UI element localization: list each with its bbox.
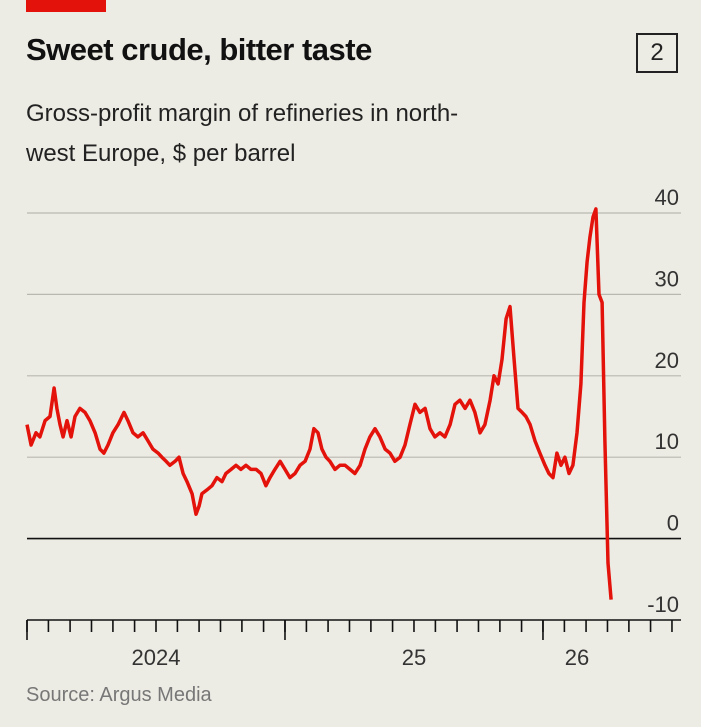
x-tick-label: 25 <box>402 645 426 670</box>
y-tick-label: 30 <box>655 266 679 291</box>
source-note: Source: Argus Media <box>26 684 212 706</box>
y-tick-label: -10 <box>647 592 679 617</box>
x-tick-label: 2024 <box>132 645 181 670</box>
y-tick-label: 0 <box>667 511 679 536</box>
chart-number: 2 <box>636 33 678 73</box>
chart-subtitle: Gross-profit margin of refineries in nor… <box>26 100 459 167</box>
chart-title: Sweet crude, bitter taste <box>26 32 372 67</box>
y-tick-label: 40 <box>655 185 679 210</box>
x-tick-label: 26 <box>565 645 589 670</box>
accent-bar <box>26 0 106 12</box>
y-tick-label: 10 <box>655 429 679 454</box>
y-tick-label: 20 <box>655 348 679 373</box>
data-line <box>25 207 613 600</box>
